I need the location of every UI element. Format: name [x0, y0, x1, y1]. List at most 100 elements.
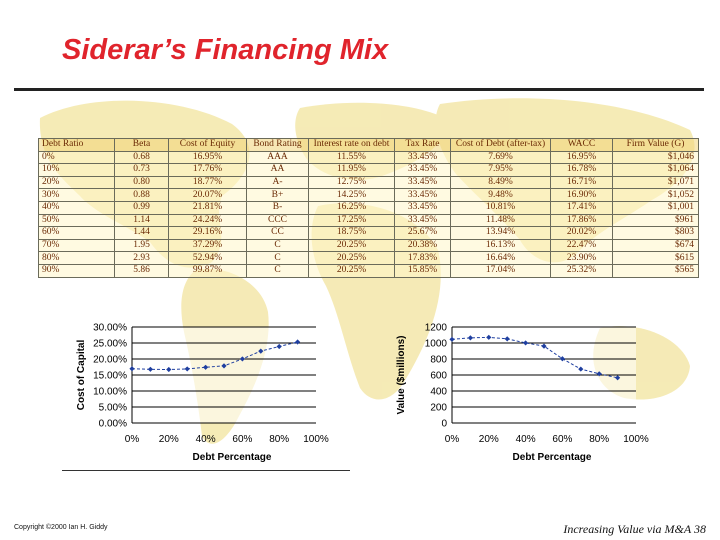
- table-cell: 23.90%: [550, 251, 613, 265]
- header-cell: WACC: [550, 138, 613, 152]
- table-row: 60% 1.44 29.16% CC 18.75% 25.67% 13.94% 20.02% $…: [38, 226, 699, 240]
- table-cell: 8.49%: [450, 175, 551, 190]
- y-tick-label: 200: [430, 403, 447, 414]
- header-cell: Cost of Equity: [168, 138, 247, 152]
- financing-mix-table-container: Debt Ratio Beta Cost of Equity Bond Rati…: [38, 138, 699, 278]
- table-cell: $1,052: [612, 188, 699, 202]
- y-tick-label: 0: [441, 419, 447, 430]
- x-tick-label: 20%: [159, 434, 179, 445]
- x-axis-title: Debt Percentage: [193, 452, 272, 463]
- table-row: 30% 0.88 20.07% B+ 14.25% 33.45% 9.48% 16.90% $1…: [38, 188, 699, 202]
- table-cell: 16.71%: [550, 175, 613, 190]
- table-cell: 11.48%: [450, 213, 551, 228]
- table-cell: 20.38%: [394, 238, 451, 253]
- data-point: [449, 336, 455, 342]
- table-row: 80% 2.93 52.94% C 20.25% 17.83% 16.64% 23.90% $6…: [38, 251, 699, 265]
- table-cell: CCC: [246, 213, 309, 228]
- table-cell: 20.02%: [550, 226, 613, 240]
- header-cell: Interest rate on debt: [308, 138, 395, 152]
- table-cell: 20.25%: [308, 251, 395, 265]
- firm-value-chart: 0 200 400 600 800 1000 1200 0% 20% 40% 60% 80% 100% D…: [396, 323, 649, 464]
- x-tick-label: 60%: [232, 434, 252, 445]
- title-divider: [14, 88, 704, 91]
- x-tick-label: 0%: [125, 434, 140, 445]
- table-cell: 0%: [38, 150, 115, 165]
- header-cell: Bond Rating: [246, 138, 309, 152]
- copyright-footer: Copyright ©2000 Ian H. Giddy: [14, 524, 108, 531]
- table-cell: 20.25%: [308, 263, 395, 278]
- table-row: 40% 0.99 21.81% B- 16.25% 33.45% 10.81% 17.41% $…: [38, 200, 699, 215]
- table-cell: 25.32%: [550, 263, 613, 278]
- y-tick-label: 400: [430, 387, 447, 398]
- table-cell: B-: [246, 200, 309, 215]
- table-cell: CC: [246, 226, 309, 240]
- table-cell: 0.73: [114, 163, 169, 177]
- table-cell: 11.55%: [308, 150, 395, 165]
- table-cell: 24.24%: [168, 213, 247, 228]
- financing-mix-table: Debt Ratio Beta Cost of Equity Bond Rati…: [38, 138, 699, 278]
- x-tick-label: 100%: [303, 434, 329, 445]
- data-point: [486, 334, 492, 340]
- x-tick-label: 20%: [479, 434, 499, 445]
- table-cell: 1.95: [114, 238, 169, 253]
- x-axis-title: Debt Percentage: [513, 452, 592, 463]
- y-tick-label: 0.00%: [99, 419, 127, 430]
- table-cell: 12.75%: [308, 175, 395, 190]
- table-cell: 17.86%: [550, 213, 613, 228]
- table-cell: 33.45%: [394, 188, 451, 202]
- table-cell: AAA: [246, 150, 309, 165]
- table-cell: 13.94%: [450, 226, 551, 240]
- table-cell: 52.94%: [168, 251, 247, 265]
- y-tick-label: 10.00%: [93, 387, 127, 398]
- table-cell: 0.68: [114, 150, 169, 165]
- y-tick-label: 5.00%: [99, 403, 127, 414]
- data-point: [147, 366, 153, 372]
- table-cell: 16.25%: [308, 200, 395, 215]
- table-cell: 33.45%: [394, 213, 451, 228]
- table-cell: 7.69%: [450, 150, 551, 165]
- y-tick-label: 1000: [425, 339, 448, 350]
- header-cell: Firm Value (G): [612, 138, 699, 152]
- table-cell: $961: [612, 213, 699, 228]
- table-cell: 14.25%: [308, 188, 395, 202]
- table-cell: 18.77%: [168, 175, 247, 190]
- table-cell: 17.83%: [394, 251, 451, 265]
- table-cell: $565: [612, 263, 699, 278]
- table-cell: 10%: [38, 163, 115, 177]
- table-cell: 5.86: [114, 263, 169, 278]
- y-axis-title: Value ($millions): [396, 336, 407, 415]
- table-row: 90% 5.86 99.87% C 20.25% 15.85% 17.04% 25.32% $5…: [38, 263, 699, 278]
- y-tick-label: 800: [430, 355, 447, 366]
- table-cell: 90%: [38, 263, 115, 278]
- table-cell: 17.41%: [550, 200, 613, 215]
- data-point: [467, 335, 473, 341]
- table-cell: AA: [246, 163, 309, 177]
- table-cell: 70%: [38, 238, 115, 253]
- header-cell: Debt Ratio: [38, 138, 115, 152]
- header-cell: Tax Rate: [394, 138, 451, 152]
- table-cell: 33.45%: [394, 150, 451, 165]
- table-cell: 18.75%: [308, 226, 395, 240]
- table-cell: 16.13%: [450, 238, 551, 253]
- table-cell: 1.44: [114, 226, 169, 240]
- page-footer: Increasing Value via M&A 38: [563, 522, 706, 536]
- table-cell: 11.95%: [308, 163, 395, 177]
- cost-of-capital-chart: 0.00% 5.00% 10.00% 15.00% 20.00% 25.00% 30.00%…: [76, 323, 329, 464]
- table-cell: $1,064: [612, 163, 699, 177]
- chart-divider: [62, 470, 350, 471]
- table-cell: 33.45%: [394, 175, 451, 190]
- table-cell: 16.64%: [450, 251, 551, 265]
- header-cell: Cost of Debt (after-tax): [450, 138, 551, 152]
- table-cell: 16.78%: [550, 163, 613, 177]
- table-cell: $1,071: [612, 175, 699, 190]
- table-cell: 16.95%: [168, 150, 247, 165]
- x-tick-label: 80%: [589, 434, 609, 445]
- table-cell: 40%: [38, 200, 115, 215]
- table-row: 0% 0.68 16.95% AAA 11.55% 33.45% 7.69% 16.95% $1…: [38, 150, 699, 165]
- table-cell: 33.45%: [394, 200, 451, 215]
- header-cell: Beta: [114, 138, 169, 152]
- table-cell: C: [246, 263, 309, 278]
- table-cell: 0.99: [114, 200, 169, 215]
- table-cell: 17.25%: [308, 213, 395, 228]
- table-row: 20% 0.80 18.77% A- 12.75% 33.45% 8.49% 16.71% $1…: [38, 175, 699, 190]
